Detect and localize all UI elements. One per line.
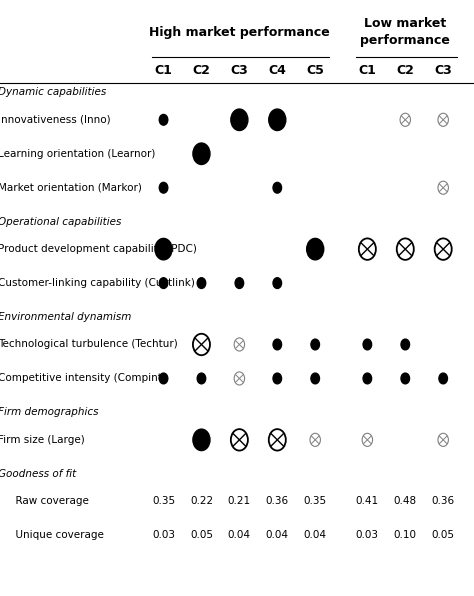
Text: 0.41: 0.41 [356, 496, 379, 506]
Text: Learning orientation (Learnor): Learning orientation (Learnor) [0, 149, 155, 159]
Text: Customer-linking capability (Custlink): Customer-linking capability (Custlink) [0, 278, 194, 288]
Text: Firm size (Large): Firm size (Large) [0, 435, 84, 445]
Text: 0.48: 0.48 [394, 496, 417, 506]
Text: C2: C2 [192, 64, 210, 77]
Text: 0.04: 0.04 [228, 530, 251, 540]
Text: 0.04: 0.04 [266, 530, 289, 540]
Text: Innovativeness (Inno): Innovativeness (Inno) [0, 115, 110, 125]
Text: High market performance: High market performance [149, 26, 330, 39]
Text: Goodness of fit: Goodness of fit [0, 469, 76, 479]
Text: Competitive intensity (Compint): Competitive intensity (Compint) [0, 374, 165, 383]
Text: C3: C3 [434, 64, 452, 77]
Text: Product development capability (PDC): Product development capability (PDC) [0, 244, 197, 254]
Text: 0.36: 0.36 [266, 496, 289, 506]
Text: 0.22: 0.22 [190, 496, 213, 506]
Text: 0.36: 0.36 [432, 496, 455, 506]
Text: 0.05: 0.05 [432, 530, 455, 540]
Text: 0.03: 0.03 [152, 530, 175, 540]
Text: Low market: Low market [364, 17, 447, 30]
Text: C1: C1 [358, 64, 376, 77]
Text: C1: C1 [155, 64, 173, 77]
Text: Firm demographics: Firm demographics [0, 408, 98, 417]
Text: 0.03: 0.03 [356, 530, 379, 540]
Text: C2: C2 [396, 64, 414, 77]
Text: 0.05: 0.05 [190, 530, 213, 540]
Text: 0.10: 0.10 [394, 530, 417, 540]
Text: C4: C4 [268, 64, 286, 77]
Text: performance: performance [360, 34, 450, 47]
Text: Market orientation (Markor): Market orientation (Markor) [0, 183, 142, 193]
Text: 0.35: 0.35 [152, 496, 175, 506]
Text: 0.04: 0.04 [304, 530, 327, 540]
Text: 0.35: 0.35 [304, 496, 327, 506]
Text: 0.21: 0.21 [228, 496, 251, 506]
Text: Environmental dynamism: Environmental dynamism [0, 312, 131, 322]
Text: Raw coverage: Raw coverage [9, 496, 90, 506]
Text: Dynamic capabilities: Dynamic capabilities [0, 88, 106, 97]
Text: Operational capabilities: Operational capabilities [0, 217, 121, 226]
Text: C5: C5 [306, 64, 324, 77]
Text: C3: C3 [230, 64, 248, 77]
Text: Unique coverage: Unique coverage [9, 530, 104, 540]
Text: Technological turbulence (Techtur): Technological turbulence (Techtur) [0, 340, 177, 349]
